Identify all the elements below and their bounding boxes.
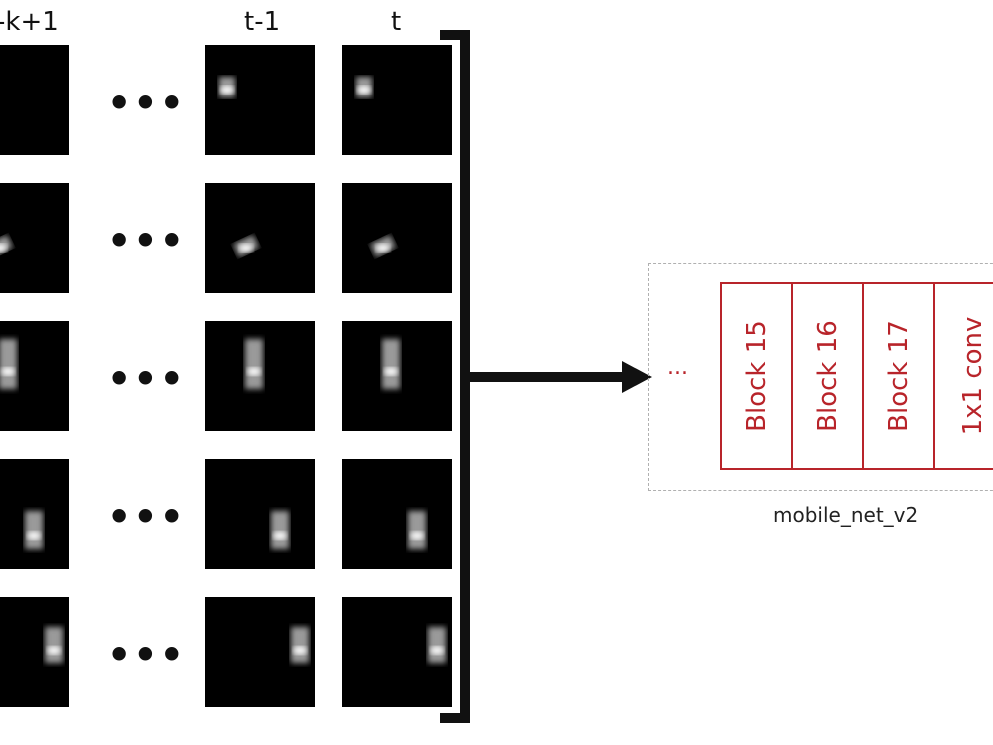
column-label-first: -k+1 (0, 7, 59, 37)
block-16-label: Block 16 (812, 320, 843, 432)
bracket-vertical (460, 30, 470, 723)
frame-r4-c3 (342, 459, 452, 569)
arrow-shaft (470, 372, 625, 382)
row-separator-dots: ••• (107, 357, 186, 401)
block-16: Block 16 (791, 282, 864, 470)
conv-1x1-label: 1x1 conv (958, 316, 988, 436)
frame-r3-c3 (342, 321, 452, 431)
frame-r5-c1 (0, 597, 69, 707)
block-17: Block 17 (862, 282, 935, 470)
frame-r1-c1 (0, 45, 69, 155)
frame-r4-c2 (205, 459, 315, 569)
frame-r1-c2 (205, 45, 315, 155)
frame-r2-c3 (342, 183, 452, 293)
bracket-bottom (440, 713, 470, 723)
conv-1x1: 1x1 conv (933, 282, 993, 470)
network-label: mobile_net_v2 (773, 503, 919, 527)
block-17-label: Block 17 (883, 320, 914, 432)
row-separator-dots: ••• (107, 633, 186, 677)
frame-r5-c3 (342, 597, 452, 707)
frame-r4-c1 (0, 459, 69, 569)
column-label-t-minus-1: t-1 (244, 7, 281, 37)
frame-r3-c2 (205, 321, 315, 431)
network-ellipsis: ... (667, 355, 688, 380)
row-separator-dots: ••• (107, 495, 186, 539)
row-separator-dots: ••• (107, 81, 186, 125)
bracket-top (440, 30, 470, 40)
row-separator-dots: ••• (107, 219, 186, 263)
block-15: Block 15 (720, 282, 793, 470)
frame-r2-c2 (205, 183, 315, 293)
frame-r5-c2 (205, 597, 315, 707)
block-15-label: Block 15 (741, 320, 772, 432)
frame-r3-c1 (0, 321, 69, 431)
mobilenet-box (648, 263, 993, 491)
frame-r2-c1 (0, 183, 69, 293)
column-label-t: t (391, 7, 402, 37)
frame-r1-c3 (342, 45, 452, 155)
arrow-head (622, 361, 652, 393)
